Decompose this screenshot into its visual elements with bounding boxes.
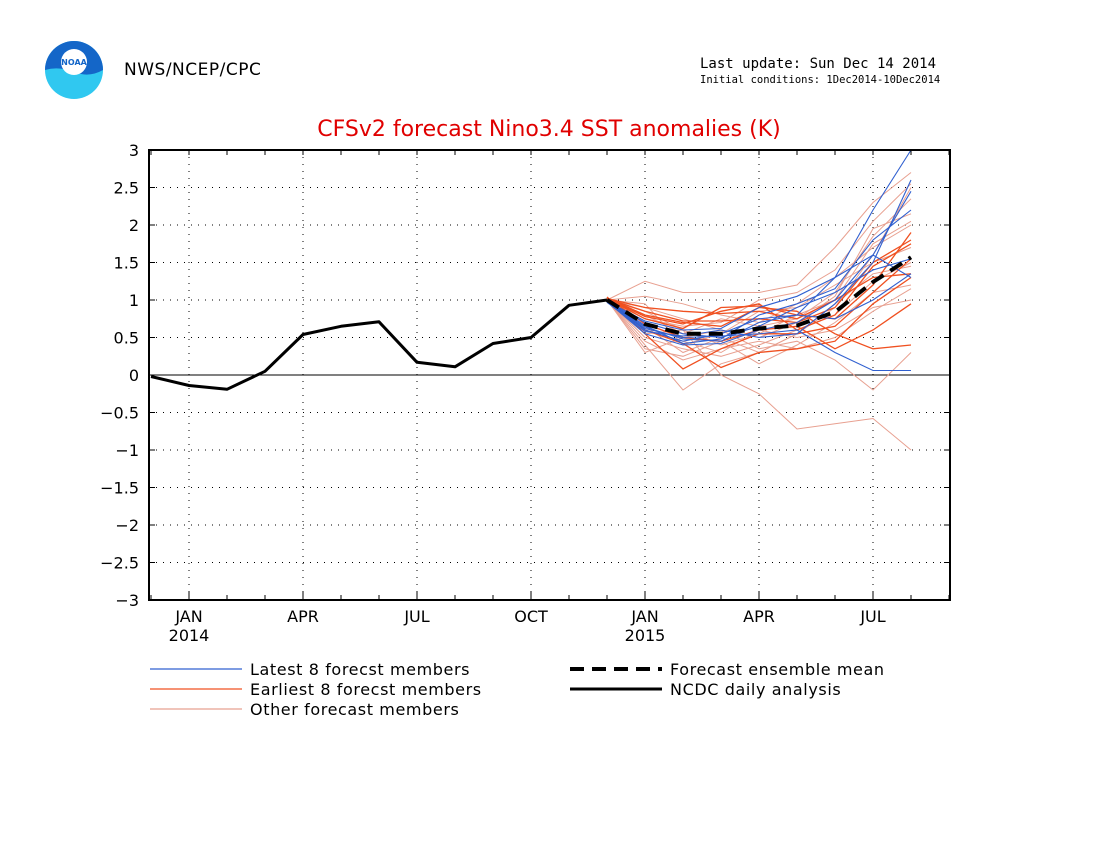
y-tick-label: 0 <box>129 366 139 385</box>
y-tick-label: 2 <box>129 216 139 235</box>
y-tick-label: 1 <box>129 291 139 310</box>
earliest-member-line <box>606 232 912 330</box>
forecast-members <box>606 149 912 451</box>
latest-member-line <box>606 254 912 331</box>
x-tick-label: OCT <box>514 607 548 626</box>
x-tick-year-label: 2015 <box>625 626 666 645</box>
initial-conditions: Initial conditions: 1Dec2014-10Dec2014 <box>700 74 941 86</box>
earliest-member-line <box>606 243 912 331</box>
latest-member-line <box>606 179 912 339</box>
y-tick-label: −0.5 <box>100 404 139 423</box>
grid <box>149 150 950 600</box>
ncdc-analysis-line <box>150 298 608 391</box>
earliest-member-line <box>606 276 912 369</box>
earliest-member-line <box>606 273 912 320</box>
latest-member-line <box>606 149 912 342</box>
axes: 32.521.510.50−0.5−1−1.5−2−2.5−3JAN2014AP… <box>100 141 950 645</box>
legend-label-other: Other forecast members <box>250 700 459 719</box>
legend-label-mean: Forecast ensemble mean <box>670 660 885 679</box>
y-tick-label: −1 <box>115 441 139 460</box>
x-tick-label: APR <box>287 607 319 626</box>
y-tick-label: −2 <box>115 516 139 535</box>
y-tick-label: −2.5 <box>100 554 139 573</box>
main-series <box>150 255 913 391</box>
chart-title: CFSv2 forecast Nino3.4 SST anomalies (K) <box>317 117 780 142</box>
org-label: NWS/NCEP/CPC <box>124 60 262 80</box>
x-tick-label: JAN <box>630 607 658 626</box>
y-tick-label: −3 <box>115 591 139 610</box>
other-member-line <box>606 288 912 361</box>
x-tick-label: JAN <box>174 607 202 626</box>
legend-label-latest: Latest 8 forecst members <box>250 660 470 679</box>
x-tick-year-label: 2014 <box>169 626 210 645</box>
legend-label-obs: NCDC daily analysis <box>670 680 841 699</box>
other-member-line <box>606 172 912 301</box>
legend-label-earliest: Earliest 8 forecst members <box>250 680 482 699</box>
y-tick-label: 2.5 <box>114 179 139 198</box>
latest-member-line <box>606 273 912 342</box>
x-tick-label: JUL <box>859 607 885 626</box>
noaa-logo-text: NOAA <box>61 58 87 67</box>
x-tick-label: JUL <box>403 607 429 626</box>
last-update: Last update: Sun Dec 14 2014 <box>700 56 937 72</box>
y-tick-label: 3 <box>129 141 139 160</box>
other-member-line <box>606 284 912 365</box>
noaa-logo-bird <box>61 49 87 75</box>
y-tick-label: 0.5 <box>114 329 139 348</box>
noaa-logo: NOAA <box>45 41 103 99</box>
y-tick-label: 1.5 <box>114 254 139 273</box>
y-tick-label: −1.5 <box>100 479 139 498</box>
x-tick-label: APR <box>743 607 775 626</box>
ensemble-mean-line <box>605 255 913 336</box>
